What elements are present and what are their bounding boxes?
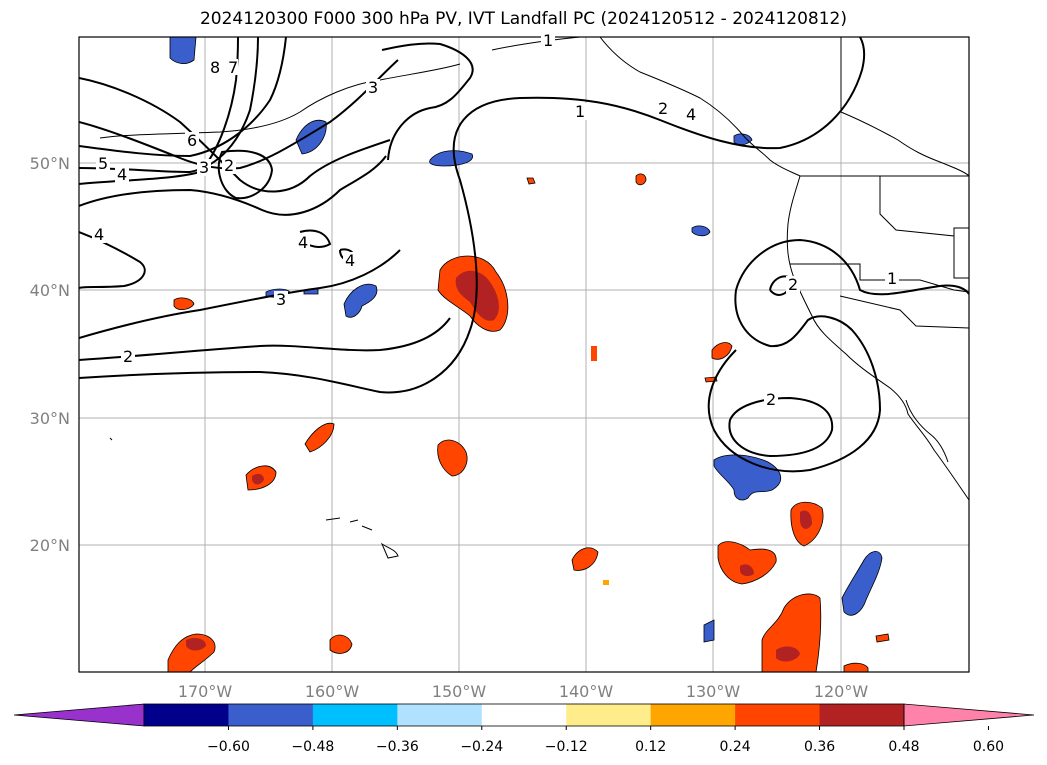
colorbar: −0.60 −0.48 −0.36 −0.24 −0.12 0.12 0.24 0.36 0.4…	[13, 703, 1035, 755]
contour-label: 6	[187, 131, 197, 150]
lon-label-160w: 160°W	[305, 682, 360, 701]
colorbar-swatch	[397, 704, 483, 726]
colorbar-swatch	[650, 704, 736, 726]
latitude-labels: 50°N 40°N 30°N 20°N	[30, 154, 70, 555]
map-title: 2024120300 F000 300 hPa PV, IVT Landfall…	[199, 9, 847, 29]
colorbar-frame	[143, 703, 905, 727]
lon-label-140w: 140°W	[559, 682, 614, 701]
longitude-labels: 170°W 160°W 150°W 140°W 130°W 120°W	[178, 682, 869, 701]
contour-label: 3	[368, 78, 378, 97]
ivt-negative-anomalies	[169, 37, 883, 643]
colorbar-tick-label: −0.60	[207, 739, 250, 755]
contour-label: 4	[94, 225, 104, 244]
colorbar-swatch	[903, 703, 1035, 727]
contour-label: 4	[298, 233, 308, 252]
colorbar-tick-label: −0.36	[376, 739, 419, 755]
lat-label-40n: 40°N	[30, 281, 70, 300]
colorbar-swatch	[228, 704, 314, 726]
contour-label: 3	[199, 158, 209, 177]
colorbar-tick-label: 0.12	[635, 739, 666, 755]
colorbar-swatch	[13, 703, 145, 727]
colorbar-ticks: −0.60 −0.48 −0.36 −0.24 −0.12 0.12 0.24 0.36 0.4…	[207, 726, 1004, 755]
contour-label: 2	[123, 347, 133, 366]
contour-label: 2	[788, 275, 798, 294]
contour-label: 8	[210, 58, 220, 77]
contour-label: 1	[887, 269, 897, 288]
contour-label: 4	[117, 165, 127, 184]
colorbar-swatches	[13, 703, 1035, 727]
contour-label: 1	[575, 102, 585, 121]
lat-label-20n: 20°N	[30, 536, 70, 555]
colorbar-swatch	[566, 704, 652, 726]
lat-label-30n: 30°N	[30, 409, 70, 428]
colorbar-tick-label: 0.24	[720, 739, 751, 755]
lon-label-170w: 170°W	[178, 682, 233, 701]
colorbar-swatch	[144, 704, 229, 726]
lon-label-150w: 150°W	[432, 682, 487, 701]
map-area	[79, 37, 969, 672]
colorbar-tick-label: 0.36	[804, 739, 835, 755]
ivt-positive-anomalies	[167, 173, 890, 672]
colorbar-tick-label: 0.48	[888, 739, 919, 755]
contour-label: 4	[345, 251, 355, 270]
contour-label: 1	[543, 31, 553, 50]
contour-label: 2	[658, 99, 668, 118]
colorbar-tick-label: −0.48	[291, 739, 334, 755]
map-frame	[78, 36, 970, 673]
colorbar-swatch	[312, 704, 398, 726]
contour-label: 2	[224, 156, 234, 175]
colorbar-tick-label: −0.12	[545, 739, 588, 755]
colorbar-tick-label: −0.24	[460, 739, 503, 755]
contour-label: 5	[98, 154, 108, 173]
contour-label: 3	[276, 290, 286, 309]
colorbar-swatch	[481, 704, 567, 726]
lat-label-50n: 50°N	[30, 154, 70, 173]
contour-label: 7	[228, 58, 238, 77]
colorbar-swatch	[819, 704, 905, 726]
contour-label: 4	[686, 105, 696, 124]
colorbar-swatch	[735, 704, 821, 726]
contour-labels: 1 1 2 4 8 7 3 6 5 4 3 2 4 4 4 3 2 1 2	[92, 31, 899, 409]
colorbar-tick-label: 0.60	[973, 739, 1004, 755]
contour-label: 2	[766, 390, 776, 409]
lon-label-130w: 130°W	[686, 682, 741, 701]
lon-label-120w: 120°W	[814, 682, 869, 701]
